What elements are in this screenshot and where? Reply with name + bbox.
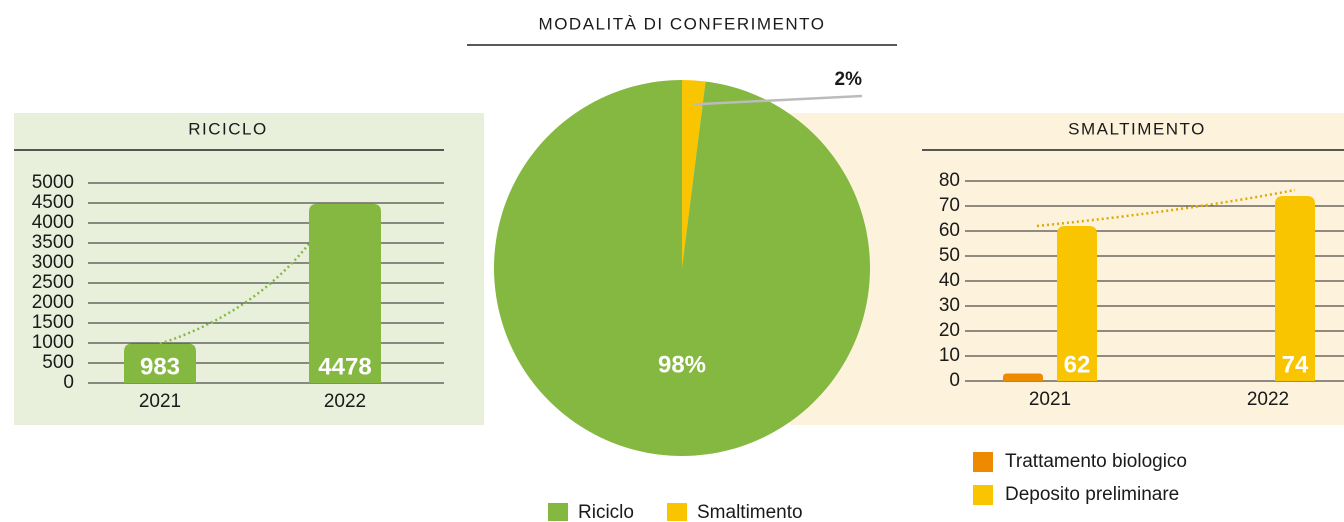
slice-label: 98% bbox=[658, 351, 706, 378]
y-tick-label: 0 bbox=[63, 372, 74, 393]
y-tick-label: 4500 bbox=[32, 192, 74, 213]
y-tick-label: 4000 bbox=[32, 212, 74, 233]
y-tick-label: 80 bbox=[939, 170, 960, 191]
legend-swatch bbox=[548, 503, 568, 521]
y-tick-label: 3500 bbox=[32, 232, 74, 253]
x-tick-label: 2022 bbox=[324, 391, 366, 412]
x-tick-label: 2021 bbox=[139, 391, 181, 412]
y-tick-label: 2000 bbox=[32, 292, 74, 313]
trend-line bbox=[159, 243, 310, 345]
bar bbox=[1003, 373, 1043, 381]
y-tick-label: 30 bbox=[939, 295, 960, 316]
panel-title: RICICLO bbox=[188, 119, 267, 138]
bar-value-label: 4478 bbox=[318, 353, 371, 380]
pie-slice bbox=[682, 80, 706, 268]
y-tick-label: 1000 bbox=[32, 332, 74, 353]
y-tick-label: 40 bbox=[939, 270, 960, 291]
legend-label: Trattamento biologico bbox=[1005, 451, 1187, 472]
y-tick-label: 3000 bbox=[32, 252, 74, 273]
legend-label: Deposito preliminare bbox=[1005, 484, 1179, 505]
legend-label: Riciclo bbox=[578, 502, 634, 522]
pie-slice bbox=[494, 80, 870, 456]
legend-swatch bbox=[973, 485, 993, 505]
trend-line bbox=[1036, 188, 1296, 228]
x-tick-label: 2022 bbox=[1247, 389, 1289, 410]
y-tick-label: 70 bbox=[939, 195, 960, 216]
y-tick-label: 60 bbox=[939, 220, 960, 241]
chart-title: MODALITÀ DI CONFERIMENTO bbox=[539, 14, 826, 33]
y-tick-label: 2500 bbox=[32, 272, 74, 293]
leader-line bbox=[693, 94, 863, 106]
slice-label: 2% bbox=[835, 69, 863, 90]
bar bbox=[1057, 226, 1097, 381]
y-tick-label: 1500 bbox=[32, 312, 74, 333]
y-tick-label: 5000 bbox=[32, 172, 74, 193]
y-tick-label: 50 bbox=[939, 245, 960, 266]
panel-title: SMALTIMENTO bbox=[1068, 119, 1206, 138]
bar-value-label: 74 bbox=[1282, 351, 1309, 378]
legend-label: Smaltimento bbox=[697, 502, 803, 522]
y-tick-label: 10 bbox=[939, 345, 960, 366]
legend-swatch bbox=[973, 452, 993, 472]
y-tick-label: 0 bbox=[949, 370, 960, 391]
x-tick-label: 2021 bbox=[1029, 389, 1071, 410]
legend-swatch bbox=[667, 503, 687, 521]
y-tick-label: 500 bbox=[42, 352, 74, 373]
bar-value-label: 62 bbox=[1064, 351, 1091, 378]
bar bbox=[1275, 196, 1315, 381]
bar-value-label: 983 bbox=[140, 353, 180, 380]
riciclo-panel bbox=[14, 113, 484, 425]
bar bbox=[309, 203, 381, 383]
y-tick-label: 20 bbox=[939, 320, 960, 341]
bar bbox=[124, 343, 196, 383]
